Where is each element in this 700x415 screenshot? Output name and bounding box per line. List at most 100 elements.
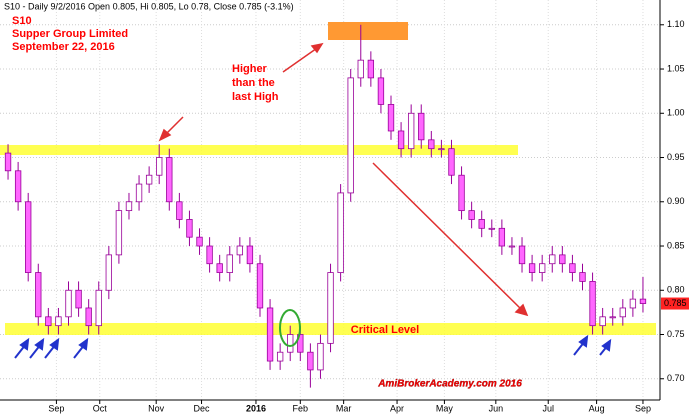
y-tick-label: 0.95: [667, 152, 685, 162]
candle-body: [105, 254, 112, 291]
y-tick-label: 0.75: [667, 329, 685, 339]
x-tick-label: 2016: [246, 403, 266, 413]
candle-body: [226, 254, 233, 273]
resistance-band: [0, 145, 518, 155]
note: last High: [232, 91, 279, 103]
candle-body: [35, 272, 42, 318]
candle-body: [145, 174, 153, 185]
x-tick-label: Nov: [148, 403, 165, 413]
ticker: S10: [12, 15, 32, 27]
candle-body: [518, 245, 526, 265]
y-tick-label: 0.70: [667, 373, 685, 383]
candle-body: [55, 316, 62, 327]
candle-body: [45, 316, 52, 327]
candle-body: [176, 201, 183, 220]
candle-body: [478, 219, 485, 229]
note: Higher: [232, 63, 268, 75]
candle-body: [428, 139, 435, 150]
candle-body: [418, 112, 425, 141]
candle-body: [75, 289, 82, 309]
x-tick-label: May: [436, 403, 454, 413]
candle-body: [599, 316, 606, 327]
candle-body: [569, 263, 576, 273]
candle-body: [115, 210, 123, 256]
candle-body: [488, 227, 495, 230]
candle-body: [4, 152, 12, 172]
candle-body: [498, 227, 506, 247]
y-tick-label: 1.00: [667, 108, 685, 118]
date: September 22, 2016: [12, 41, 115, 53]
y-tick-label: 0.85: [667, 240, 685, 250]
high-box: [328, 22, 408, 40]
candle-body: [347, 77, 354, 194]
highlight: [279, 309, 301, 347]
x-tick-label: Aug: [589, 403, 605, 413]
candle-body: [236, 245, 244, 256]
candle-body: [125, 201, 133, 212]
y-tick-label: 1.10: [667, 19, 685, 29]
candle-body: [14, 170, 22, 203]
candle-body: [166, 157, 173, 203]
x-tick-label: Feb: [293, 403, 309, 413]
candle-body: [629, 298, 637, 309]
candle-body: [85, 307, 92, 327]
x-tick-label: Dec: [194, 403, 211, 413]
x-tick-label: Oct: [93, 403, 108, 413]
last-price-box: [661, 297, 689, 310]
candle-body: [246, 245, 254, 265]
candle-body: [135, 183, 143, 203]
candle-body: [186, 219, 193, 238]
y-tick-label: 0.80: [667, 285, 685, 295]
candle-body: [266, 307, 274, 362]
candle-body: [357, 59, 364, 79]
candle-body: [256, 263, 264, 309]
candle-body: [276, 351, 284, 362]
candle-body: [196, 236, 203, 247]
candle-body: [559, 254, 566, 265]
candle-body: [337, 192, 344, 273]
last-price-label: 0.785: [664, 298, 687, 308]
candle-body: [206, 245, 213, 265]
watermark: AmiBrokerAcademy.com 2016: [377, 379, 522, 390]
candle-body: [619, 307, 626, 318]
x-tick-label: Sep: [48, 403, 64, 413]
x-tick-label: Apr: [390, 403, 404, 413]
candle-body: [508, 245, 516, 248]
candle-body: [327, 272, 334, 344]
candle-body: [468, 210, 475, 220]
arrows: [158, 42, 529, 317]
x-tick-label: Mar: [336, 403, 352, 413]
blue-arrows: [14, 334, 612, 359]
candle-body: [639, 298, 647, 304]
candle-body: [579, 272, 586, 282]
candle-body: [448, 148, 455, 176]
candle-body: [367, 59, 375, 79]
x-tick-label: Jun: [489, 403, 504, 413]
candle-body: [287, 334, 294, 353]
candles: [4, 24, 647, 388]
candle-body: [589, 281, 596, 327]
candle-body: [438, 148, 445, 151]
candle-body: [539, 263, 546, 273]
candle-body: [387, 104, 395, 132]
candle-body: [377, 77, 385, 105]
candle-body: [458, 174, 465, 212]
candle-body: [25, 201, 32, 273]
candle-body: [397, 130, 405, 150]
critical-level: Critical Level: [351, 324, 419, 336]
y-tick-label: 0.90: [667, 196, 685, 206]
candle-body: [609, 316, 616, 319]
note: than the: [232, 77, 275, 89]
candle-body: [549, 254, 556, 265]
candle-body: [528, 263, 536, 273]
chart-title: S10 - Daily 9/2/2016 Open 0.805, Hi 0.80…: [4, 1, 294, 11]
candle-body: [407, 112, 415, 150]
candle-body: [95, 289, 102, 327]
x-tick-label: Sep: [635, 403, 651, 413]
candle-body: [317, 342, 324, 371]
candle-body: [307, 351, 314, 371]
company: Supper Group Limited: [12, 28, 128, 40]
x-tick-label: Jul: [542, 403, 554, 413]
